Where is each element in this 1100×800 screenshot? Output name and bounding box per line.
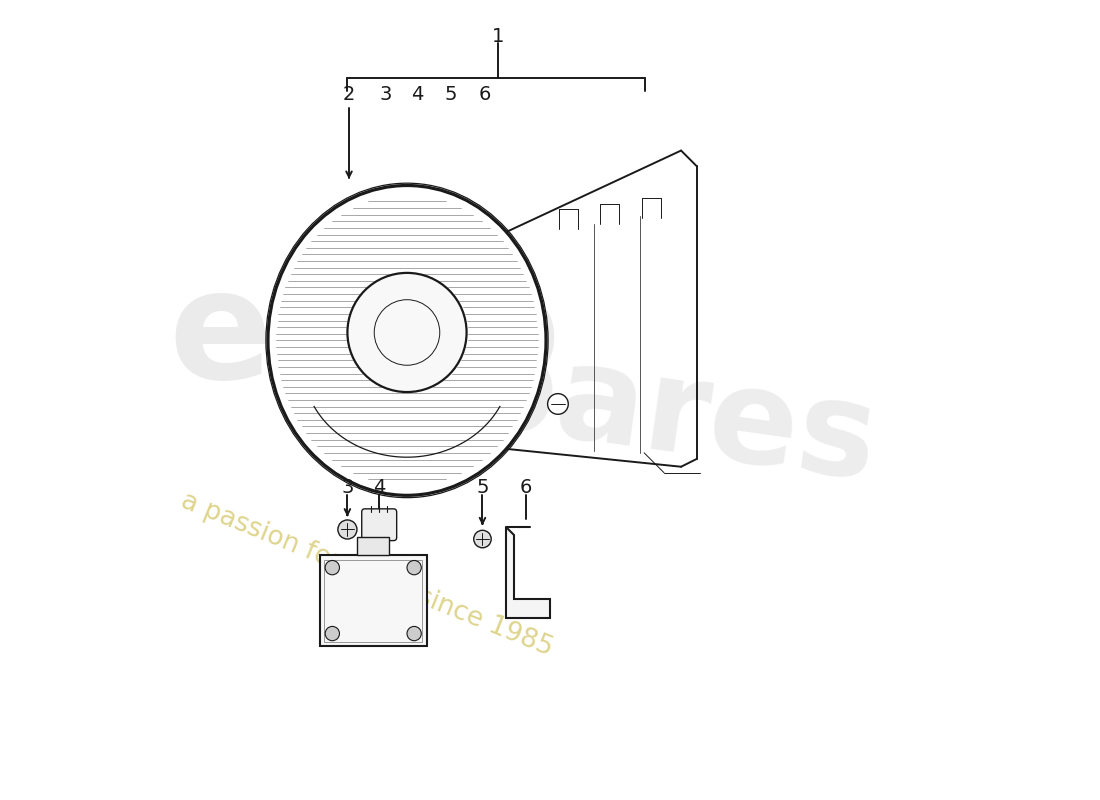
Text: 3: 3 xyxy=(341,478,353,497)
Circle shape xyxy=(407,626,421,641)
Circle shape xyxy=(548,394,569,414)
Text: 6: 6 xyxy=(478,86,491,105)
Circle shape xyxy=(326,626,340,641)
Bar xyxy=(320,555,427,646)
Text: 1: 1 xyxy=(492,26,505,46)
Circle shape xyxy=(348,273,466,392)
Circle shape xyxy=(326,561,340,574)
Text: 5: 5 xyxy=(476,478,488,497)
Text: 6: 6 xyxy=(520,478,532,497)
Bar xyxy=(358,538,389,555)
Text: 5: 5 xyxy=(444,86,456,105)
Circle shape xyxy=(474,530,492,548)
Ellipse shape xyxy=(268,186,546,495)
Text: 3: 3 xyxy=(379,86,392,105)
Bar xyxy=(324,560,422,642)
Circle shape xyxy=(407,561,421,574)
Text: 4: 4 xyxy=(373,478,385,497)
FancyBboxPatch shape xyxy=(362,509,397,541)
Polygon shape xyxy=(506,527,550,618)
Text: 2: 2 xyxy=(343,86,355,105)
Text: a passion for parts since 1985: a passion for parts since 1985 xyxy=(177,488,557,662)
Circle shape xyxy=(338,520,358,539)
Text: euro: euro xyxy=(168,262,561,411)
Text: 4: 4 xyxy=(411,86,424,105)
Text: pares: pares xyxy=(454,324,886,508)
